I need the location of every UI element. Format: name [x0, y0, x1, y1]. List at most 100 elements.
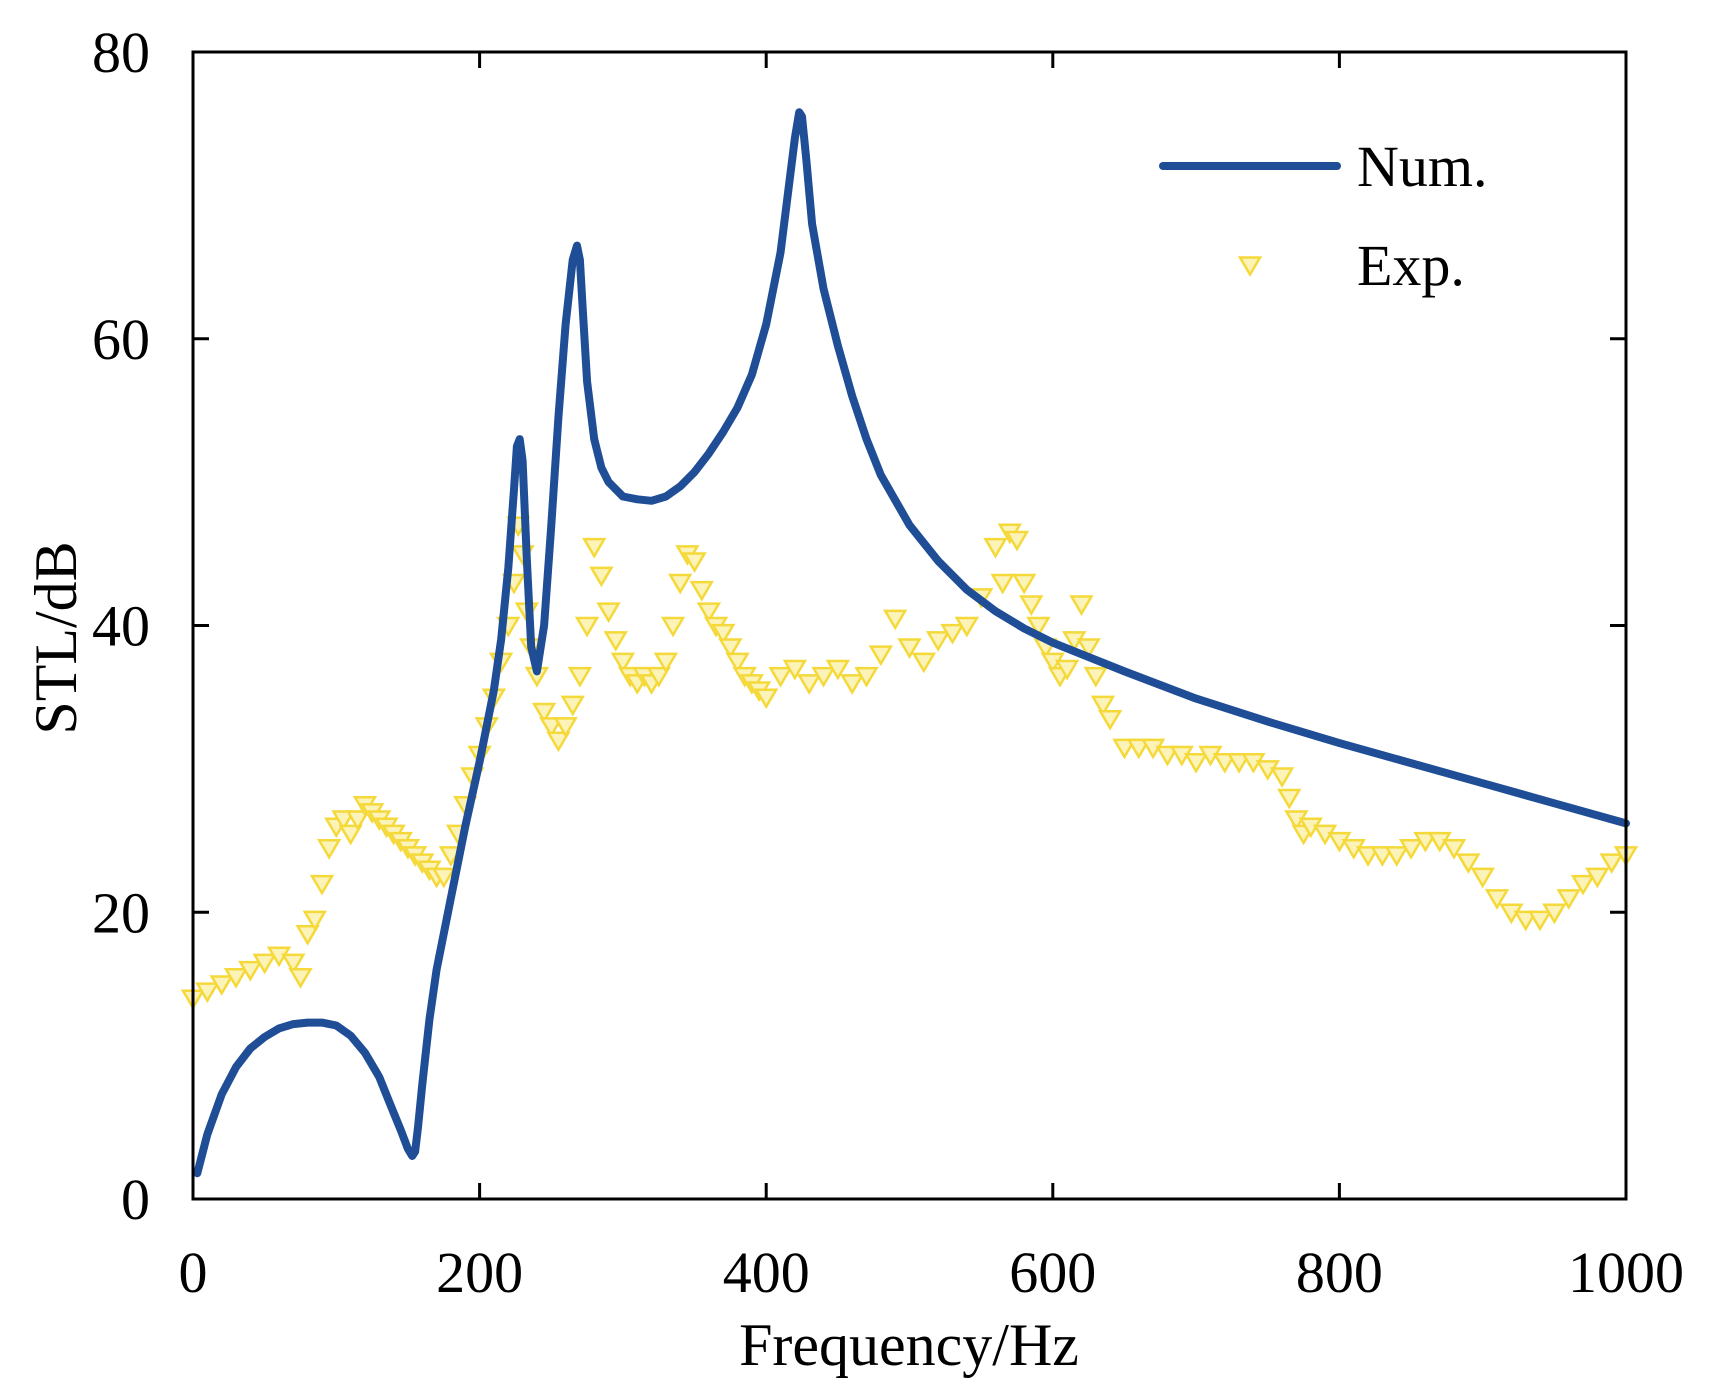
y-axis-title: STL/dB [23, 541, 89, 734]
exp-point [897, 638, 922, 659]
exp-point [1004, 530, 1030, 552]
exp-point [646, 666, 671, 688]
plot-layer [180, 108, 1639, 1178]
exp-point [682, 552, 707, 573]
plot-frame [191, 50, 1628, 1201]
exp-point [1054, 659, 1080, 681]
exp-point [1011, 573, 1037, 595]
legend: Num. Exp. [1159, 134, 1488, 298]
exp-point [574, 616, 600, 638]
legend-label: Num. [1357, 134, 1488, 199]
exp-point [1570, 874, 1596, 896]
exp-point [1226, 752, 1252, 774]
exp-point [560, 695, 585, 717]
y-tick-label: 20 [92, 880, 150, 945]
exp-point [1599, 853, 1624, 875]
exp-point [1097, 709, 1123, 731]
exp-point [1585, 867, 1610, 889]
x-tick-label: 1000 [1568, 1240, 1684, 1305]
exp-point [1355, 846, 1381, 867]
exp-point [252, 953, 277, 975]
exp-point [1556, 889, 1581, 910]
exp-point [338, 824, 363, 846]
exp-point [553, 717, 578, 738]
exp-point [238, 960, 263, 982]
labels-layer: 0 200 400 600 800 1000 0 20 40 60 80 [92, 20, 1684, 1305]
exp-point [1212, 752, 1237, 774]
exp-point [295, 925, 320, 946]
exp-point [331, 810, 356, 832]
exp-point [768, 666, 793, 688]
exp-point [596, 602, 621, 624]
exp-point [610, 652, 636, 674]
y-tick-label: 80 [92, 20, 150, 85]
exp-point [1155, 745, 1180, 767]
exp-point [1026, 616, 1051, 638]
exp-point [782, 659, 808, 681]
exp-point [925, 631, 951, 652]
exp-point [546, 731, 571, 753]
exp-point [954, 616, 980, 638]
exp-point [990, 573, 1015, 595]
y-tick-label: 40 [92, 594, 150, 659]
exp-point [589, 566, 614, 588]
legend-exp-swatch [1237, 256, 1263, 277]
exp-point [711, 623, 736, 645]
num-series-line [193, 108, 1630, 1178]
exp-point [281, 953, 306, 975]
y-tick-label: 0 [121, 1167, 150, 1232]
exp-point [1456, 853, 1481, 875]
exp-point [1441, 838, 1467, 860]
exp-point [309, 874, 335, 896]
x-tick-label: 200 [436, 1240, 523, 1305]
exp-point [1513, 910, 1538, 932]
exp-point [811, 666, 836, 688]
x-tick-label: 400 [723, 1240, 810, 1305]
exp-point [911, 652, 937, 674]
exp-point [209, 975, 234, 996]
exp-point [653, 652, 679, 674]
exp-point [582, 537, 607, 559]
exp-point [797, 674, 822, 695]
exp-point [754, 688, 779, 710]
x-axis-title: Frequency/Hz [739, 1312, 1079, 1378]
exp-series [180, 516, 1639, 1011]
exp-point [1277, 788, 1302, 810]
exp-point [940, 623, 965, 645]
exp-point [431, 867, 456, 889]
exp-point [1269, 767, 1295, 789]
exp-point [660, 616, 686, 638]
exp-point [668, 573, 693, 595]
exp-point [1090, 695, 1116, 717]
exp-point [1126, 738, 1151, 760]
exp-point [839, 674, 865, 695]
exp-point [1384, 846, 1409, 867]
exp-point [1370, 846, 1395, 867]
exp-point [1076, 638, 1101, 659]
exp-point [1484, 889, 1510, 910]
exp-point [1083, 666, 1108, 688]
exp-point [1019, 595, 1044, 616]
exp-point [316, 838, 342, 860]
exp-point [195, 982, 220, 1004]
y-tick-label: 60 [92, 307, 150, 372]
exp-point [288, 968, 313, 989]
exp-point [696, 602, 722, 624]
x-tick-label: 800 [1296, 1240, 1383, 1305]
exp-point [1183, 752, 1209, 774]
exp-point [1069, 595, 1094, 616]
exp-point [1398, 838, 1424, 860]
exp-point [854, 666, 879, 688]
exp-point [1470, 867, 1495, 889]
exp-point [983, 537, 1008, 559]
exp-point [223, 968, 249, 989]
x-tick-label: 600 [1009, 1240, 1096, 1305]
exp-point [1542, 903, 1567, 925]
exp-point [1527, 910, 1553, 932]
x-tick-label: 0 [179, 1240, 208, 1305]
exp-point [539, 717, 564, 738]
exp-point [725, 652, 750, 674]
exp-point [531, 702, 557, 724]
